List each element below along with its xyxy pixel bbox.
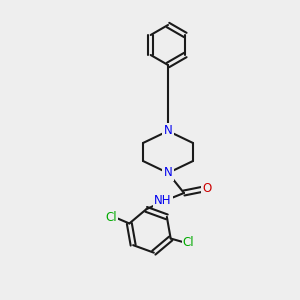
Text: O: O xyxy=(202,182,211,196)
Text: Cl: Cl xyxy=(106,211,117,224)
Text: N: N xyxy=(164,167,172,179)
Text: N: N xyxy=(164,124,172,137)
Text: Cl: Cl xyxy=(183,236,194,249)
Text: NH: NH xyxy=(154,194,172,206)
